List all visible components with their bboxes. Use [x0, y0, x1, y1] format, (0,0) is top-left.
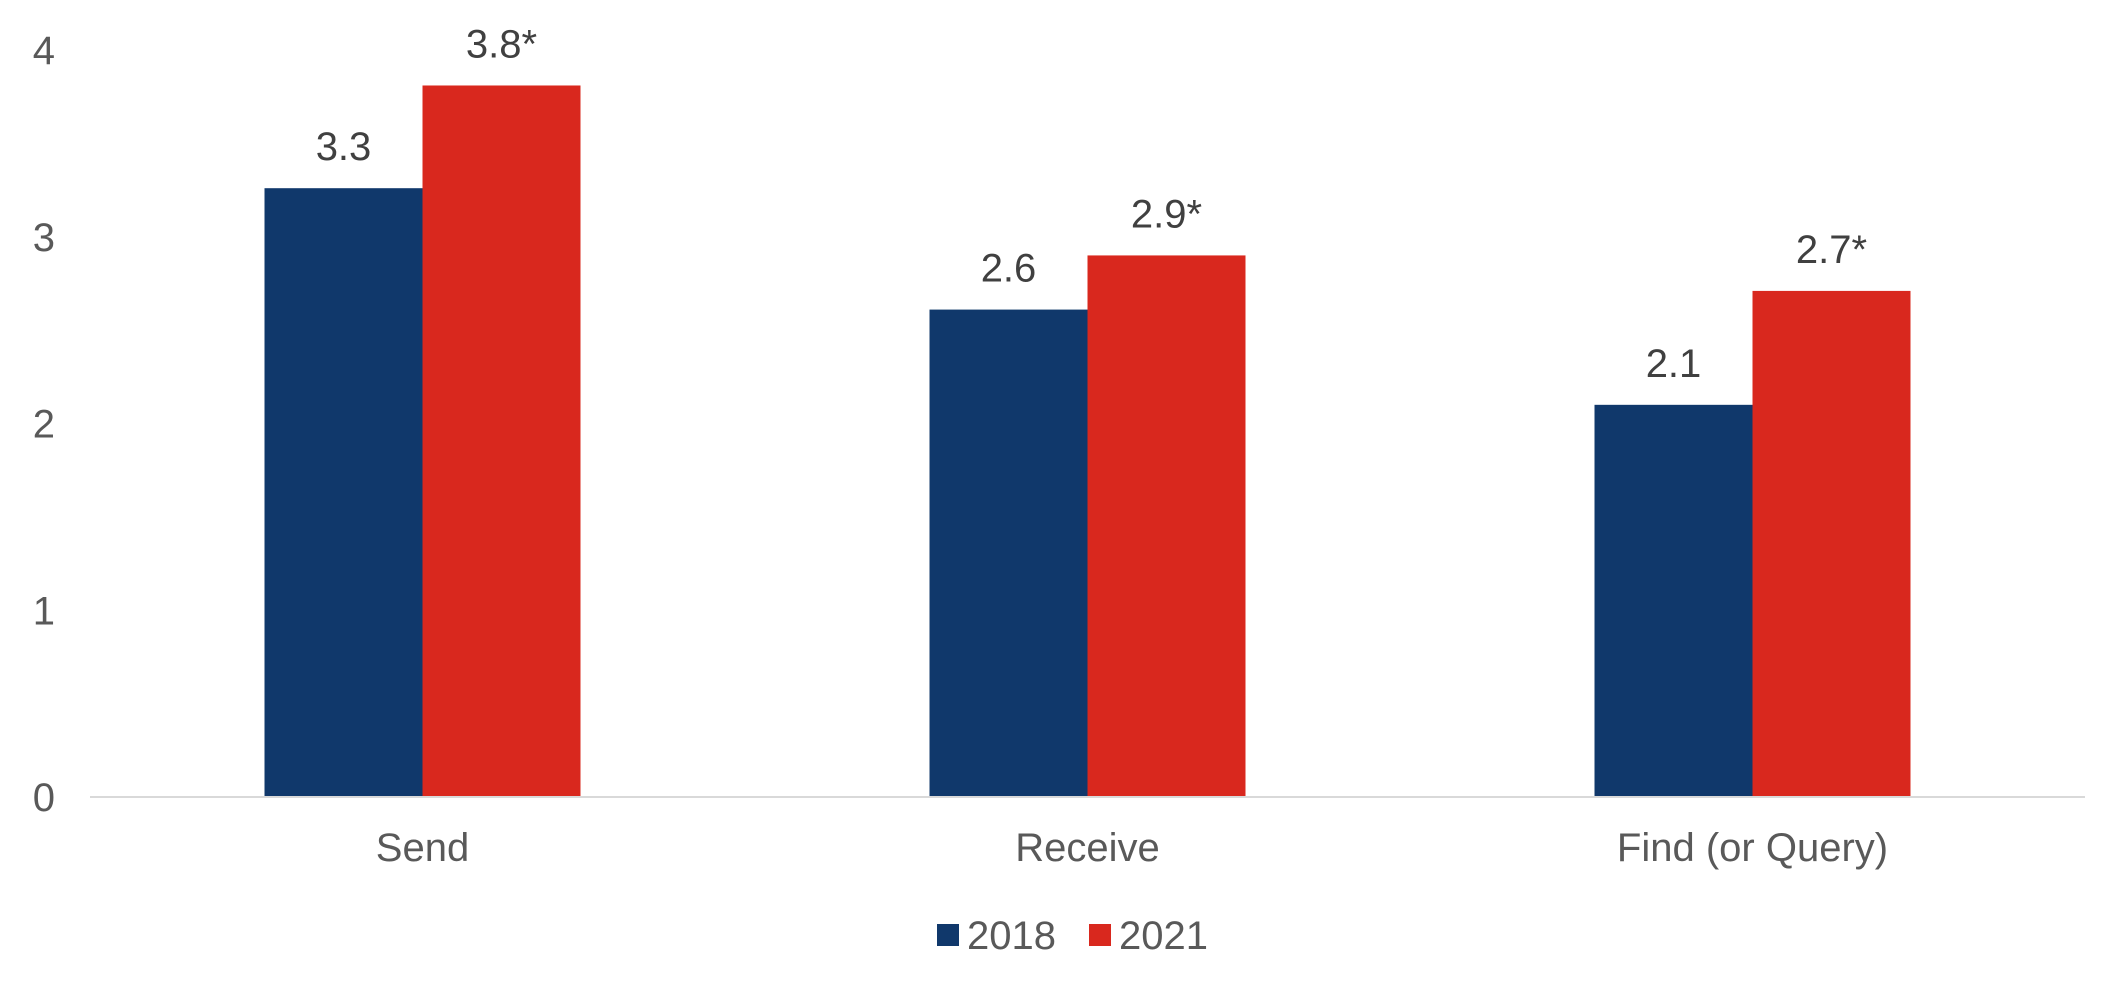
legend: 2018 2021 [937, 914, 1208, 958]
data-label: 2.6 [981, 247, 1037, 291]
legend-swatch-2018 [937, 924, 959, 946]
x-axis-category-labels: Send Receive Find (or Query) [376, 826, 1888, 870]
y-tick-label: 0 [33, 776, 55, 820]
data-labels: 3.3 3.8* 2.6 2.9* 2.1 2.7* [316, 22, 1867, 385]
y-axis-ticks: 0 1 2 3 4 [33, 29, 55, 820]
legend-label-2021: 2021 [1119, 914, 1208, 958]
x-category-label: Send [376, 826, 469, 870]
x-category-label: Find (or Query) [1617, 826, 1888, 870]
data-label: 2.1 [1646, 342, 1702, 386]
legend-label-2018: 2018 [967, 914, 1056, 958]
y-tick-label: 4 [33, 29, 55, 73]
data-label: 3.3 [316, 125, 372, 169]
x-category-label: Receive [1015, 826, 1160, 870]
bar-2021-receive [1087, 255, 1246, 798]
data-label: 2.9* [1131, 192, 1202, 236]
bar-2018-find-or-query [1594, 404, 1753, 797]
data-label: 3.8* [466, 22, 537, 66]
legend-swatch-2021 [1089, 924, 1111, 946]
bar-2018-receive [929, 309, 1088, 797]
bars [264, 85, 1911, 798]
bar-2021-send [422, 85, 581, 798]
y-tick-label: 1 [33, 589, 55, 633]
bar-2021-find-or-query [1752, 290, 1911, 797]
y-tick-label: 2 [33, 403, 55, 447]
bar-2018-send [264, 188, 423, 797]
y-tick-label: 3 [33, 216, 55, 260]
data-label: 2.7* [1796, 228, 1867, 272]
